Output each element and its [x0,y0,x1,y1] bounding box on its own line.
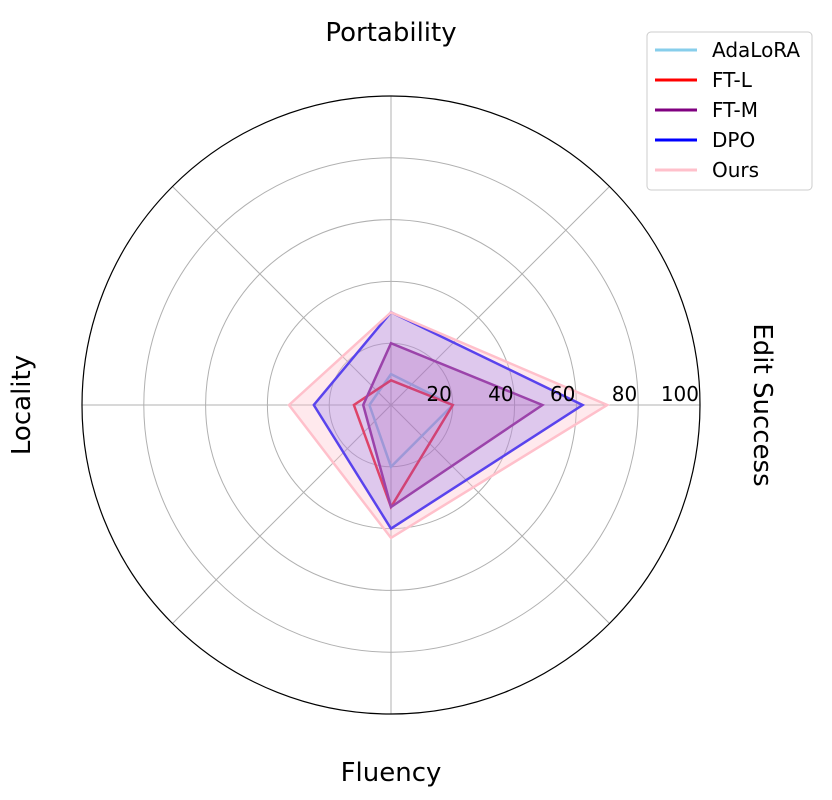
series-line [361,341,546,510]
axis-label-portability: Portability [325,18,456,48]
series-adalora [368,372,455,470]
tick-layer: 20 40 60 80 100 [426,382,699,406]
outer-ring [81,95,701,715]
series-fill [313,312,583,529]
legend-box [646,31,813,191]
grid-spoke [390,186,610,406]
grid-ring [143,157,639,653]
radial-tick-label: 100 [661,382,699,406]
radial-tick-label: 60 [550,382,575,406]
grid-spoke [390,404,610,624]
legend-item-ours: Ours [655,158,759,182]
grid-ring [205,219,577,591]
legend-item-adalora: AdaLoRA [655,38,800,62]
series-fill [289,312,608,538]
legend-label: FT-M [712,98,758,122]
series-line [368,372,455,470]
radial-tick-label: 20 [426,382,451,406]
series-line [312,310,586,531]
series-line [352,378,455,510]
axis-label-locality: Locality [7,355,37,455]
axis-label-fluency: Fluency [341,758,442,788]
series-layer [287,310,611,540]
series-dpo [312,310,586,531]
legend-label: DPO [712,128,755,152]
series-fill [363,343,543,507]
series-ft-m [361,341,546,510]
axis-label-edit-success: Edit Success [747,323,777,486]
legend-label: Ours [712,158,759,182]
grid-spoke [172,186,392,406]
legend-item-ft-l: FT-L [655,68,753,92]
legend-label: AdaLoRA [712,38,800,62]
legend-item-dpo: DPO [655,128,755,152]
label-layer: Edit Success Portability Locality Fluenc… [7,18,777,788]
radial-tick-label: 40 [488,382,513,406]
legend-items: AdaLoRA FT-L FT-M DPO Ours [655,38,800,182]
series-ours [287,310,611,540]
legend-label: FT-L [712,68,753,92]
radial-tick-label: 80 [612,382,637,406]
grid-layer [81,95,701,715]
series-ft-l [352,378,455,510]
legend-item-ft-m: FT-M [655,98,758,122]
grid-spoke [172,404,392,624]
series-line [287,310,611,540]
legend: AdaLoRA FT-L FT-M DPO Ours [646,31,813,191]
